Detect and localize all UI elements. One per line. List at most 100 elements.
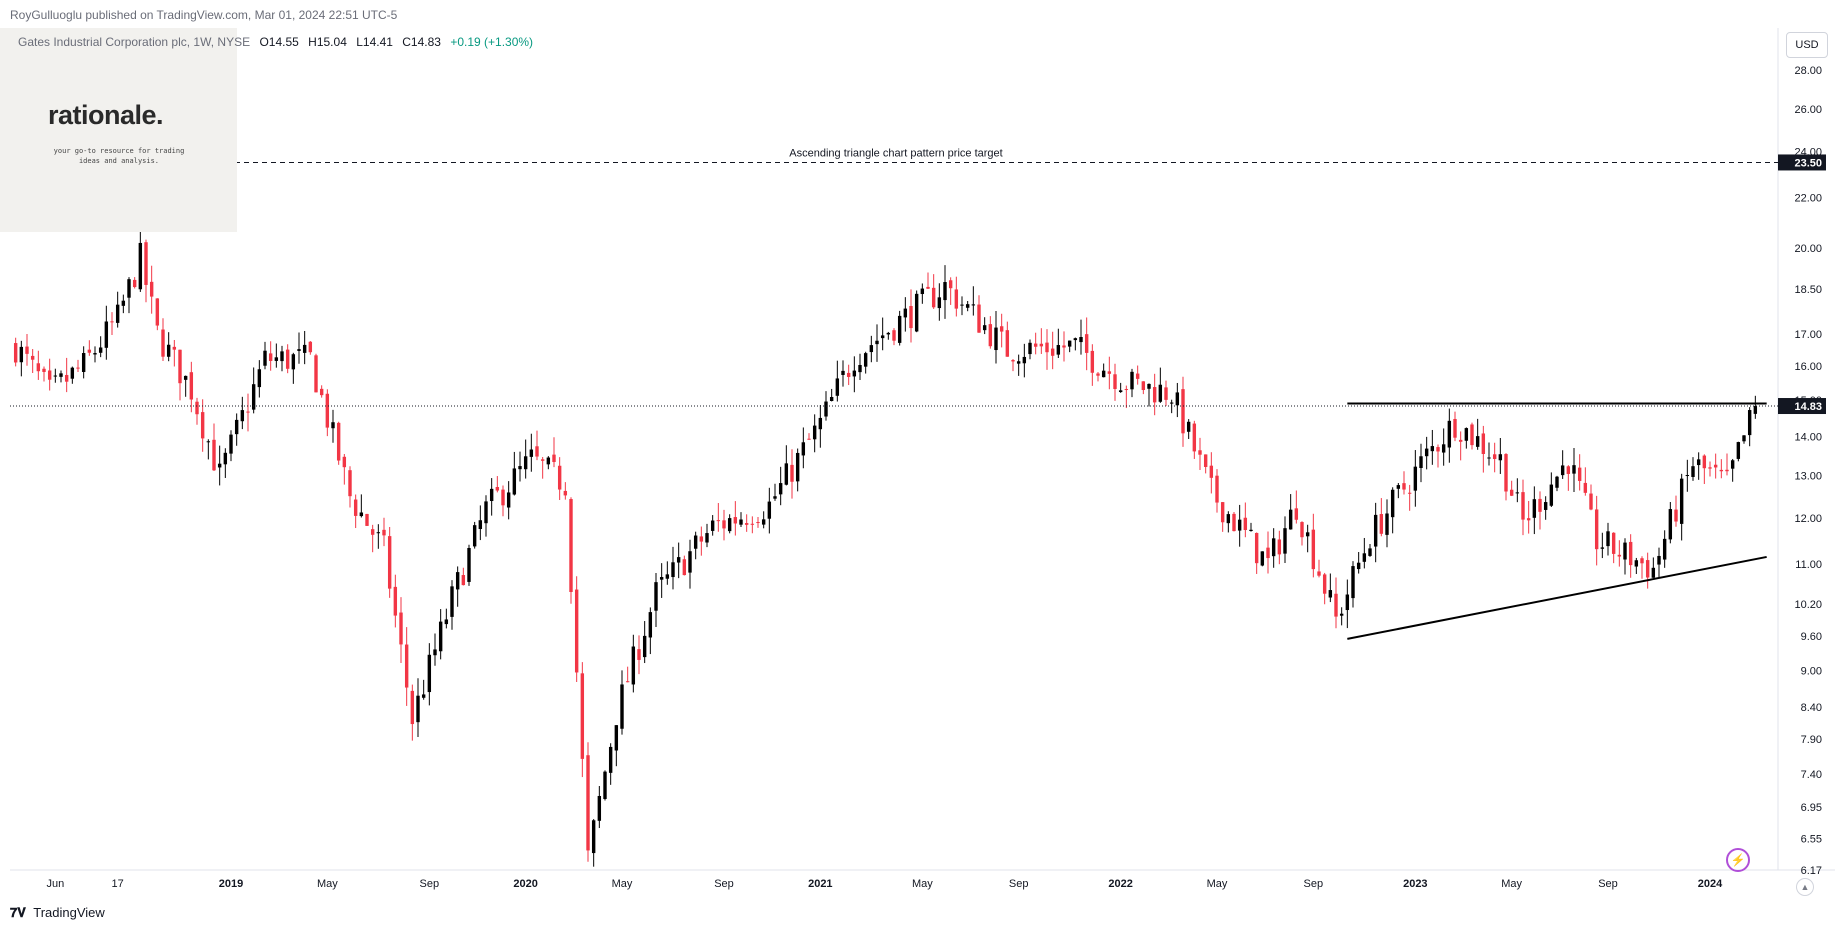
candle-body [376,532,381,534]
candle-body [710,520,715,531]
candle-body [965,304,970,308]
candle-body [1475,436,1480,447]
candle-body [818,417,823,430]
tradingview-brand: TradingView [33,905,105,920]
y-tick-label: 11.00 [1795,559,1822,571]
candle-body [1056,345,1061,355]
candle-body [325,393,330,428]
candle-body [1334,593,1338,617]
candle-body [1430,446,1435,452]
candle-body [348,470,352,497]
candle-body [1583,482,1588,493]
logo-tagline: your go-to resource for trading ideas an… [53,147,185,165]
candle-body [155,298,160,326]
candle-body [1209,465,1214,478]
candle-body [1492,454,1497,459]
candle-body [1317,571,1321,576]
candle-body [665,574,670,579]
candle-body [87,349,92,353]
candle-body [705,533,709,543]
candle-body [727,518,732,532]
candle-body [1028,342,1032,355]
candle-body [1011,360,1015,362]
y-tick-label: 6.55 [1801,833,1822,845]
candle-body [223,452,228,465]
y-tick-label: 12.00 [1794,513,1822,525]
candle-body [1107,371,1112,374]
candle-body [1181,389,1185,434]
candle-body [1509,489,1514,496]
candle-body [251,384,256,410]
candle-body [1413,466,1418,491]
candle-body [206,441,211,443]
last-price-value: 14.83 [1794,401,1822,413]
candle-body [1385,513,1389,535]
scroll-arrow-icon[interactable]: ▲ [1796,878,1814,896]
candle-body [64,374,69,382]
tradingview-footer[interactable]: 𝟕𝐕 TradingView [10,905,105,921]
candle-body [563,490,568,496]
candle-body [574,589,579,673]
candle-body [19,346,24,363]
lightning-icon[interactable]: ⚡ [1726,848,1750,872]
candle-body [404,644,409,688]
candle-body [1237,519,1242,531]
candle-body [229,434,233,454]
candle-body [1215,475,1219,503]
candle-body [461,575,466,586]
candle-body [280,351,284,362]
candle-body [654,582,658,611]
x-tick-label: May [317,878,338,890]
candle-body [1458,439,1463,442]
candle-body [824,401,828,417]
candle-body [1243,517,1248,531]
candle-body [761,519,766,525]
candle-body [438,621,443,652]
candle-body [387,536,392,589]
candle-body [1464,428,1469,441]
candle-body [1039,343,1044,347]
candle-body [1526,518,1531,521]
candle-body [393,586,398,616]
candle-body [937,297,942,309]
currency-selector[interactable]: USD [1786,32,1828,58]
candle-body [1657,555,1661,565]
candle-body [1096,373,1100,376]
candle-body [1090,350,1095,373]
candle-body [790,464,794,482]
candle-body [1679,478,1684,524]
candle-body [1390,489,1395,518]
candle-body [1702,455,1707,469]
candle-body [1124,389,1129,391]
ohlc-close: C14.83 [402,35,441,49]
candle-body [410,690,415,725]
candle-body [897,315,902,343]
candle-body [1436,447,1440,452]
candle-body [540,459,545,461]
candle-body [1362,553,1367,562]
candle-body [1226,514,1231,524]
ohlc-open: O14.55 [259,35,299,49]
candle-body [1254,532,1259,564]
candle-body [858,364,862,373]
candle-body [200,412,205,439]
y-tick-label: 26.00 [1794,104,1822,116]
candle-body [331,422,335,429]
candle-body [676,557,681,563]
candle-body [807,438,811,440]
candle-body [1271,538,1276,557]
candle-body [1351,566,1355,599]
candle-body [767,501,772,519]
candle-body [1203,454,1208,467]
candle-body [1345,594,1350,611]
y-tick-label: 13.00 [1794,471,1822,483]
candle-body [1730,460,1735,469]
candle-body [1283,528,1287,554]
candle-body [1447,420,1452,448]
y-tick-label: 6.95 [1801,802,1822,814]
y-tick-label: 9.00 [1801,665,1822,677]
candle-body [693,535,698,549]
candle-body [370,529,375,535]
candle-body [1419,456,1423,469]
